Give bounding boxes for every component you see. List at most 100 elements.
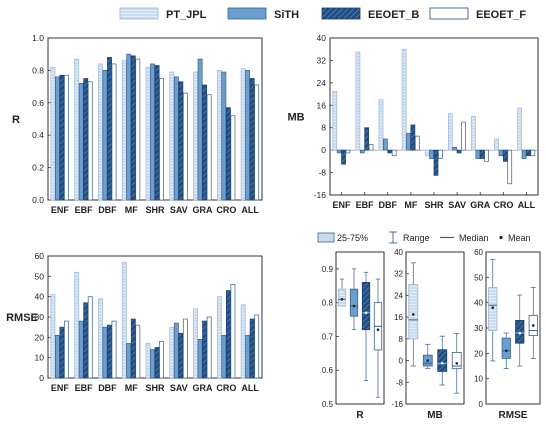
- x-tick-label: CRO: [216, 383, 236, 393]
- bar: [173, 322, 179, 379]
- bar: [159, 78, 164, 201]
- bar: [240, 68, 246, 201]
- y-tick-label: -8: [396, 378, 404, 387]
- bar: [414, 135, 420, 151]
- x-tick-label: MF: [404, 200, 417, 210]
- bar: [429, 149, 434, 159]
- bar: [121, 60, 127, 201]
- y-tick-label: 1.0: [32, 33, 44, 43]
- bar: [479, 149, 485, 159]
- mean-dot: [491, 306, 495, 310]
- x-axis-label: MB: [427, 410, 443, 421]
- bar: [438, 149, 443, 159]
- bar: [383, 138, 388, 151]
- bar: [182, 318, 188, 379]
- bar: [169, 326, 175, 379]
- bar: [145, 66, 151, 201]
- y-tick-label: 0: [399, 357, 404, 366]
- bar: [182, 92, 188, 201]
- panel-rmse-bar-chart: 0 10 20 30 40 50 60 RMSE ENF EBF DBF MF SHR SAV GRA CRO…: [6, 251, 263, 393]
- bar: [406, 132, 411, 151]
- bar: [193, 71, 198, 201]
- bar: [50, 294, 56, 379]
- bar: [216, 70, 222, 201]
- x-tick-label: SAV: [448, 200, 466, 210]
- y-tick-label: 20: [35, 332, 45, 342]
- bar: [126, 53, 132, 201]
- bar: [245, 70, 251, 201]
- x-tick-label: ALL: [241, 205, 259, 215]
- y-tick-label: 16: [394, 313, 403, 322]
- panel-mb-box-plot: -16 -8 0 8 16 24 32 40 MB: [391, 248, 465, 421]
- bar: [78, 320, 84, 379]
- legend-label-eeoet-b: EEOET_B: [368, 9, 419, 21]
- y-axis-label: RMSE: [6, 312, 38, 324]
- legend-label-median: Median: [459, 233, 489, 243]
- legend-swatch-eeoet-b: [321, 7, 361, 20]
- bar: [130, 55, 136, 201]
- bar: [240, 304, 246, 379]
- bar: [221, 71, 227, 201]
- bar: [249, 318, 255, 379]
- mean-dot: [426, 359, 430, 362]
- mean-dot: [440, 361, 444, 365]
- y-tick-label: 0.5: [322, 400, 334, 409]
- bar: [410, 124, 416, 151]
- y-tick-label: 16: [317, 100, 327, 110]
- box: [337, 288, 347, 307]
- bar: [526, 149, 531, 157]
- y-axis-label: R: [12, 114, 20, 126]
- bar: [341, 149, 346, 165]
- y-tick-label: 0.4: [32, 130, 44, 140]
- box-stats-legend: 25-75% Range Median Mean: [317, 231, 531, 244]
- y-tick-label: 60: [474, 248, 483, 257]
- bar: [197, 339, 203, 379]
- y-axis-label: MB: [287, 112, 304, 124]
- y-tick-label: 50: [35, 271, 45, 281]
- x-tick-label: EBF: [75, 383, 94, 393]
- legend-swatch-sith: [227, 7, 267, 20]
- bar: [50, 66, 56, 201]
- x-tick-label: ALL: [518, 200, 536, 210]
- bar: [447, 113, 453, 151]
- mean-dot: [364, 311, 368, 315]
- x-tick-label: MF: [125, 205, 138, 215]
- y-tick-label: 40: [394, 248, 403, 257]
- bar: [355, 51, 361, 151]
- y-tick-label: 0.7: [322, 332, 334, 341]
- bar: [173, 76, 179, 201]
- x-tick-label: SAV: [170, 205, 188, 215]
- x-tick-label: ENF: [51, 205, 70, 215]
- bar: [111, 63, 117, 201]
- x-tick-label: SAV: [170, 383, 188, 393]
- bar: [254, 84, 260, 201]
- y-tick-label: 24: [317, 78, 327, 88]
- bar: [74, 58, 80, 201]
- bar: [64, 74, 69, 201]
- bar: [359, 149, 365, 154]
- mean-dot: [455, 361, 459, 365]
- bar: [530, 149, 536, 157]
- bar: [159, 341, 164, 379]
- bar: [130, 318, 136, 379]
- bar: [254, 314, 260, 379]
- bar: [332, 90, 338, 151]
- bar: [178, 81, 184, 201]
- plot-frame: [405, 251, 465, 405]
- bar: [461, 121, 466, 151]
- y-tick-label: 0.9: [322, 265, 334, 274]
- bar: [502, 149, 508, 162]
- y-tick-label: 0.8: [32, 65, 44, 75]
- plot-frame: [335, 251, 385, 405]
- y-tick-label: 8: [399, 335, 404, 344]
- y-tick-label: 24: [394, 291, 403, 300]
- bar: [249, 78, 255, 201]
- bar: [517, 107, 523, 151]
- y-tick-label: 20: [474, 349, 483, 358]
- bar: [364, 127, 370, 151]
- bar: [193, 308, 198, 379]
- bar: [345, 149, 351, 154]
- x-axis-label: R: [356, 410, 364, 421]
- bar: [121, 261, 127, 379]
